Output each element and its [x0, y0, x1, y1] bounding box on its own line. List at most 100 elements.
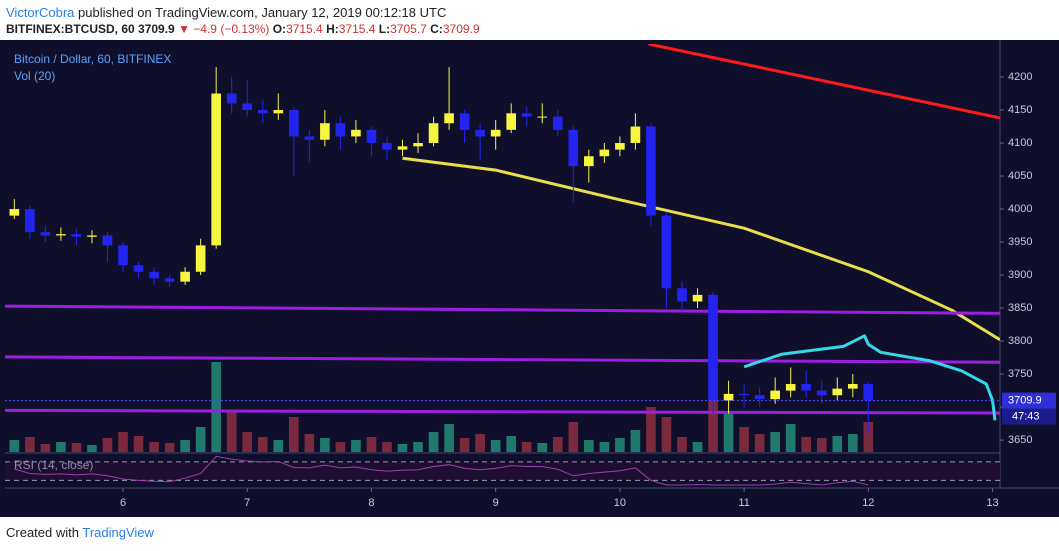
candle-body	[739, 393, 749, 396]
volume-bar	[568, 422, 579, 452]
candle-body	[149, 271, 159, 279]
candle-body	[444, 113, 454, 124]
candle-body	[428, 123, 439, 144]
publish-line: VictorCobra published on TradingView.com…	[6, 5, 446, 20]
volume-bar	[723, 412, 734, 452]
overlay-line	[5, 355, 1000, 364]
candle-body	[801, 384, 812, 391]
volume-bar	[164, 443, 175, 452]
volume-bar	[133, 436, 144, 452]
candle-body	[71, 234, 82, 237]
x-tick-label: 7	[244, 497, 250, 509]
countdown-box	[1002, 408, 1056, 425]
candle-body	[87, 235, 97, 237]
overlay-line	[5, 408, 1000, 415]
candle-body	[723, 393, 734, 401]
volume-bar	[195, 427, 206, 452]
volume-bar	[475, 434, 485, 452]
candle-body	[118, 245, 128, 266]
candle-body	[288, 110, 299, 137]
candle-body	[490, 129, 501, 137]
volume-bar	[677, 437, 687, 452]
volume-bar	[71, 443, 82, 452]
legend: Bitcoin / Dollar, 60, BITFINEX	[14, 52, 171, 66]
candle-body	[133, 265, 144, 272]
price: 3709.9	[138, 22, 175, 36]
candle-body	[257, 110, 268, 114]
volume-bar	[459, 438, 470, 452]
volume-bar	[351, 440, 361, 452]
volume-bar	[102, 438, 113, 452]
volume-bar	[506, 436, 517, 452]
ohlc-value: 3705.7	[390, 22, 427, 36]
candle-body	[692, 294, 703, 302]
volume-bar	[692, 442, 703, 452]
ohlc-value: 3715.4	[286, 22, 323, 36]
volume-bar	[382, 442, 392, 452]
volume-bar	[863, 422, 874, 452]
volume-bar	[785, 424, 796, 452]
y-tick-label: 3800	[1008, 335, 1032, 347]
volume-bar	[288, 417, 299, 452]
author[interactable]: VictorCobra	[6, 5, 75, 20]
volume-bar	[428, 432, 439, 452]
candle-body	[195, 245, 206, 272]
candle-body	[506, 113, 517, 130]
candle-body	[40, 232, 51, 236]
y-tick-label: 3900	[1008, 269, 1032, 281]
ohlc-label: L:	[378, 22, 391, 36]
y-tick-label: 3850	[1008, 302, 1032, 314]
volume-bar	[211, 362, 221, 452]
candle-body	[537, 116, 548, 118]
volume-bar	[584, 440, 594, 452]
volume-bar	[615, 438, 625, 452]
volume-bar	[552, 437, 563, 452]
last-price-box	[1002, 392, 1056, 409]
y-tick-label: 3750	[1008, 368, 1032, 380]
y-tick-label: 3950	[1008, 236, 1032, 248]
brand[interactable]: TradingView	[82, 525, 154, 540]
volume-bar	[599, 442, 610, 452]
overlay-line	[5, 304, 1000, 315]
candle-body	[382, 143, 392, 150]
volume-bar	[335, 442, 346, 452]
candle-body	[397, 146, 408, 150]
candle-body	[273, 110, 284, 114]
ohlc-label: C:	[430, 22, 443, 36]
candle-body	[832, 388, 843, 396]
volume-bar	[257, 437, 268, 452]
rsi-band	[5, 461, 1000, 481]
footer-text: Created with	[6, 525, 79, 540]
x-tick-label: 12	[862, 497, 874, 509]
y-tick-label: 4150	[1008, 104, 1032, 116]
volume-bar	[630, 430, 641, 452]
countdown: 47:43	[1012, 410, 1040, 422]
candle-body	[351, 129, 361, 137]
volume-bar	[661, 417, 672, 452]
candle-body	[661, 215, 672, 289]
published: published on TradingView.com, January 12…	[74, 5, 447, 20]
volume-bar	[397, 444, 408, 452]
volume-bar	[444, 424, 454, 452]
ohlc-value: 3709.9	[442, 22, 480, 36]
y-tick-label: 3650	[1008, 434, 1032, 446]
volume-bar	[490, 440, 501, 452]
volume-bar	[25, 437, 35, 452]
x-tick-label: 9	[493, 497, 499, 509]
y-tick-label: 4050	[1008, 170, 1032, 182]
volume-bar	[537, 443, 548, 452]
volume-bar	[149, 442, 159, 452]
x-tick-label: 6	[120, 497, 126, 509]
y-tick-label: 4100	[1008, 137, 1032, 149]
volume-bar	[9, 440, 20, 452]
candle-body	[770, 390, 780, 400]
volume-bar	[118, 432, 128, 452]
overlay-line	[402, 156, 1000, 342]
candle-body	[242, 103, 253, 111]
overlay-line	[648, 44, 1000, 120]
drawings	[5, 44, 1000, 421]
symbol-line: BITFINEX:BTCUSD, 60 3709.9 ▼ −4.9 (−0.13…	[6, 22, 483, 36]
candle-body	[785, 384, 796, 391]
candle-body	[366, 129, 377, 144]
y-tick-label: 4200	[1008, 71, 1032, 83]
